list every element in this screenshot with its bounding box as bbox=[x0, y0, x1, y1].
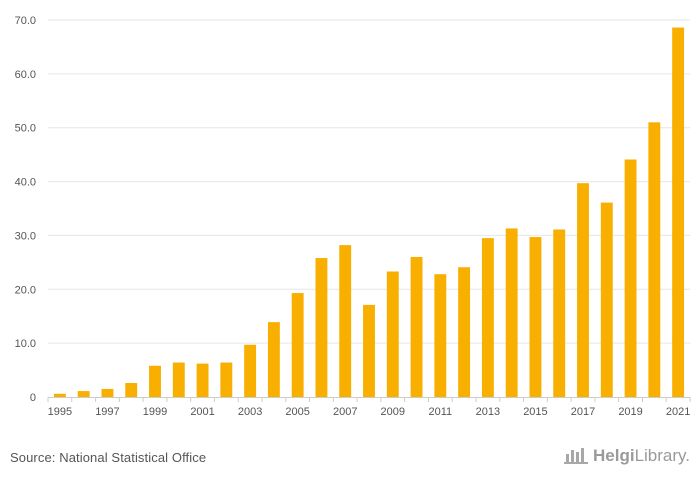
brand-light: Library. bbox=[634, 446, 690, 465]
y-tick-label: 20.0 bbox=[15, 284, 36, 296]
bar-2015[interactable] bbox=[529, 237, 542, 397]
brand-bold: Helgi bbox=[593, 446, 635, 465]
x-tick-label: 2017 bbox=[571, 406, 595, 418]
source-note: Source: National Statistical Office bbox=[10, 450, 207, 465]
bar-1998[interactable] bbox=[125, 382, 138, 397]
bar-1997[interactable] bbox=[101, 388, 114, 397]
y-tick-label: 70.0 bbox=[15, 15, 36, 27]
bar-2010[interactable] bbox=[410, 256, 423, 397]
y-tick-label: 0 bbox=[30, 392, 36, 404]
bar-2002[interactable] bbox=[220, 362, 233, 397]
bar-2008[interactable] bbox=[363, 304, 375, 397]
x-tick-label: 2015 bbox=[523, 406, 547, 418]
bar-2003[interactable] bbox=[244, 344, 257, 397]
bar-2005[interactable] bbox=[291, 293, 304, 397]
bar-1996[interactable] bbox=[77, 391, 90, 397]
helgi-library-logo-icon bbox=[564, 448, 588, 464]
y-tick-label: 50.0 bbox=[15, 123, 36, 135]
x-tick-label: 2011 bbox=[429, 406, 453, 418]
gridlines bbox=[48, 19, 690, 344]
x-tick-label: 2021 bbox=[666, 406, 690, 418]
x-tick-label: 2005 bbox=[285, 406, 309, 418]
bar-2013[interactable] bbox=[481, 238, 494, 397]
bar-1999[interactable] bbox=[149, 365, 161, 397]
bar-2011[interactable] bbox=[434, 274, 447, 397]
bar-2021[interactable] bbox=[672, 27, 685, 397]
bar-2006[interactable] bbox=[315, 258, 328, 397]
bar-2007[interactable] bbox=[339, 245, 352, 397]
x-tick-label: 1995 bbox=[48, 406, 72, 418]
bar-1995[interactable] bbox=[53, 393, 66, 397]
bar-2004[interactable] bbox=[267, 322, 280, 397]
x-tick-label: 2007 bbox=[333, 406, 357, 418]
bar-2018[interactable] bbox=[600, 202, 613, 397]
x-tick-label: 1997 bbox=[95, 406, 119, 418]
y-tick-label: 60.0 bbox=[15, 69, 36, 81]
bars bbox=[53, 27, 685, 397]
bar-2012[interactable] bbox=[458, 267, 471, 397]
bar-2001[interactable] bbox=[196, 363, 209, 397]
x-tick-label: 2019 bbox=[618, 406, 642, 418]
y-axis-ticks: 0 10.0 20.0 30.0 40.0 50.0 60.0 70.0 bbox=[15, 15, 36, 404]
brand-logo[interactable]: HelgiLibrary. bbox=[564, 446, 690, 466]
chart-footer: Source: National Statistical Office Helg… bbox=[0, 436, 700, 483]
bar-2014[interactable] bbox=[505, 228, 518, 397]
brand-name: HelgiLibrary. bbox=[593, 446, 690, 466]
bar-2000[interactable] bbox=[172, 362, 185, 397]
bar-2019[interactable] bbox=[624, 159, 637, 397]
bar-2009[interactable] bbox=[386, 271, 399, 397]
y-tick-label: 30.0 bbox=[15, 230, 36, 242]
x-axis: 1995 1997 1999 2001 2003 2005 2007 2009 2011 2013… bbox=[47, 397, 691, 418]
x-tick-label: 2009 bbox=[381, 406, 405, 418]
y-tick-label: 10.0 bbox=[15, 338, 36, 350]
x-tick-label: 2003 bbox=[238, 406, 262, 418]
x-tick-label: 2001 bbox=[190, 406, 214, 418]
bar-2017[interactable] bbox=[577, 183, 589, 397]
x-tick-label: 1999 bbox=[143, 406, 167, 418]
bar-2016[interactable] bbox=[553, 229, 566, 397]
bar-chart: 010.020.030.040.050.060.070.0 1995 1997 19… bbox=[15, 15, 691, 418]
x-tick-label: 2013 bbox=[476, 406, 500, 418]
bar-2020[interactable] bbox=[648, 122, 661, 397]
y-tick-label: 40.0 bbox=[15, 177, 36, 189]
